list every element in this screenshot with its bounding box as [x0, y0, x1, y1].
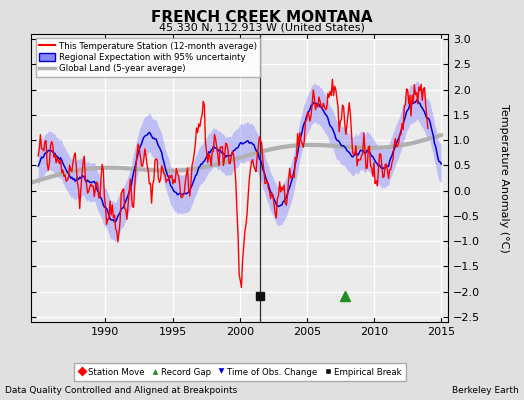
Text: Berkeley Earth: Berkeley Earth: [452, 386, 519, 395]
Legend: Station Move, Record Gap, Time of Obs. Change, Empirical Break: Station Move, Record Gap, Time of Obs. C…: [74, 364, 406, 381]
Text: Data Quality Controlled and Aligned at Breakpoints: Data Quality Controlled and Aligned at B…: [5, 386, 237, 395]
Y-axis label: Temperature Anomaly (°C): Temperature Anomaly (°C): [499, 104, 509, 252]
Text: FRENCH CREEK MONTANA: FRENCH CREEK MONTANA: [151, 10, 373, 25]
Text: 45.330 N, 112.913 W (United States): 45.330 N, 112.913 W (United States): [159, 22, 365, 32]
